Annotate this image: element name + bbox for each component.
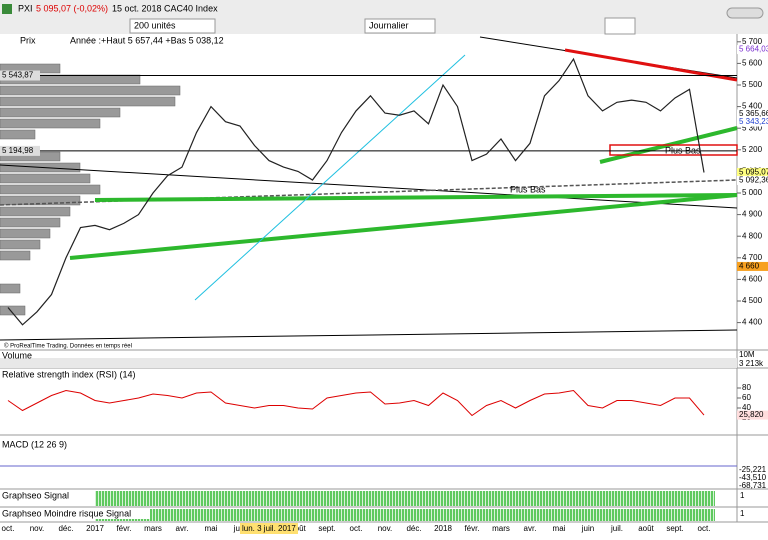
- y-tick-label: 4 800: [742, 231, 763, 240]
- signal-bars: [95, 491, 715, 506]
- y-tick-label: 5 700: [742, 37, 763, 46]
- value-label-box: [737, 117, 768, 127]
- y-tick-label: 4 500: [742, 296, 763, 305]
- period: Journalier: [369, 20, 409, 30]
- level-label: 5 194,98: [2, 146, 34, 155]
- value-label: 5 365,66: [739, 109, 768, 118]
- macd-label: -68,731: [739, 481, 767, 490]
- quote: 5 095,07 (-0,02%): [36, 3, 108, 13]
- macd-label: -25,221: [739, 465, 767, 474]
- toggle[interactable]: [726, 7, 764, 19]
- x-tick-label: sept.: [666, 524, 683, 533]
- panel-title: MACD (12 26 9): [2, 439, 67, 449]
- units: 200 unités: [134, 20, 176, 30]
- y-tick-label: 4 600: [742, 275, 763, 284]
- volume-bars: [0, 358, 737, 368]
- x-tick-label: juin: [581, 524, 594, 533]
- trend-lines: [0, 36, 738, 341]
- price-stats: Année :+Haut 5 657,44 +Bas 5 038,12: [70, 35, 224, 45]
- x-tick-label: mai: [205, 524, 218, 533]
- x-tick-label: févr.: [116, 524, 131, 533]
- value-label: 4 660: [739, 262, 760, 271]
- x-tick-label: déc.: [58, 524, 73, 533]
- y-tick-label: 5 300: [742, 123, 763, 132]
- level-label: 5 543,87: [2, 71, 34, 80]
- y-tick-label: 40: [742, 403, 751, 412]
- risk-value: 1: [740, 509, 745, 518]
- x-tick-label: mars: [492, 524, 510, 533]
- x-tick-label: oct.: [350, 524, 363, 533]
- rsi-line: [7, 389, 705, 417]
- label-bg: [0, 509, 150, 519]
- x-tick-label: juil.: [610, 524, 623, 533]
- volume-profile: [0, 63, 181, 316]
- panel-title: Relative strength index (RSI) (14): [2, 369, 136, 379]
- y-tick-label: 5 200: [742, 145, 763, 154]
- units-dropdown[interactable]: [129, 18, 216, 34]
- value-label: 5 664,03: [739, 45, 768, 54]
- copyright: © ProRealTime Trading. Données en temps …: [4, 343, 132, 350]
- x-tick-label: 2018: [434, 524, 452, 533]
- symbol: PXI: [18, 3, 33, 13]
- annotation: Plus Bas: [510, 184, 546, 194]
- x-tick-label: août: [290, 524, 306, 533]
- x-tick-label: août: [638, 524, 654, 533]
- value-label-box: [737, 175, 768, 185]
- x-tick-label: avr.: [176, 524, 189, 533]
- volume-scale: 10M: [739, 350, 755, 359]
- x-tick-label: déc.: [406, 524, 421, 533]
- y-tick-label: 4 400: [742, 318, 763, 327]
- value-label-box: [737, 167, 768, 177]
- y-tick-label: 5 600: [742, 59, 763, 68]
- macd-label: -43,510: [739, 473, 767, 482]
- x-tick-label: févr.: [464, 524, 479, 533]
- value-label-box: [737, 109, 768, 119]
- x-tick-label: sept.: [318, 524, 335, 533]
- y-tick-label: 80: [742, 383, 751, 392]
- value-label-box: [737, 45, 768, 55]
- y-tick-label: 4 900: [742, 210, 763, 219]
- x-tick-label: nov.: [378, 524, 393, 533]
- panel-title: Prix: [20, 35, 36, 45]
- cursor-box: [240, 523, 298, 534]
- x-tick-label: mars: [144, 524, 162, 533]
- y-tick-label: 5 400: [742, 102, 763, 111]
- y-tick-label: 60: [742, 393, 751, 402]
- value-label: 5 092,36: [739, 176, 768, 185]
- level-box: [0, 145, 40, 156]
- icon[interactable]: [2, 4, 12, 14]
- x-tick-label: oct.: [2, 524, 15, 533]
- price-line: [7, 57, 705, 326]
- panel-title: Volume: [2, 350, 32, 360]
- rsi-last: 25,820: [739, 410, 764, 419]
- signal-icon[interactable]: [604, 17, 636, 35]
- x-tick-label: mai: [553, 524, 566, 533]
- panel-title: Graphseo Signal: [2, 490, 69, 500]
- info: 15 oct. 2018 CAC40 Index: [112, 3, 218, 13]
- x-tick-label: oct.: [698, 524, 711, 533]
- period-dropdown[interactable]: [364, 18, 436, 34]
- level-box: [0, 70, 40, 81]
- signal-value: 1: [740, 491, 745, 500]
- value-label-box: [737, 261, 768, 271]
- y-tick-label: 4 700: [742, 253, 763, 262]
- y-tick-label: 5 500: [742, 80, 763, 89]
- rsi-last-box: [737, 410, 768, 420]
- risk-bars: [95, 509, 715, 521]
- volume-last: 3 213k: [739, 359, 764, 368]
- x-tick-label: juin: [233, 524, 246, 533]
- cursor-label: lun. 3 juil. 2017: [242, 524, 296, 533]
- panel-title: Graphseo Moindre risque Signal: [2, 508, 131, 518]
- x-tick-label: avr.: [524, 524, 537, 533]
- value-label: 5 343,23: [739, 117, 768, 126]
- x-tick-label: nov.: [30, 524, 45, 533]
- annotation: Plus Bas: [665, 145, 701, 155]
- label-bg: [0, 491, 92, 501]
- x-tick-label: 2017: [86, 524, 104, 533]
- value-label: 5 095,07: [739, 168, 768, 177]
- y-tick-label: 5 000: [742, 188, 763, 197]
